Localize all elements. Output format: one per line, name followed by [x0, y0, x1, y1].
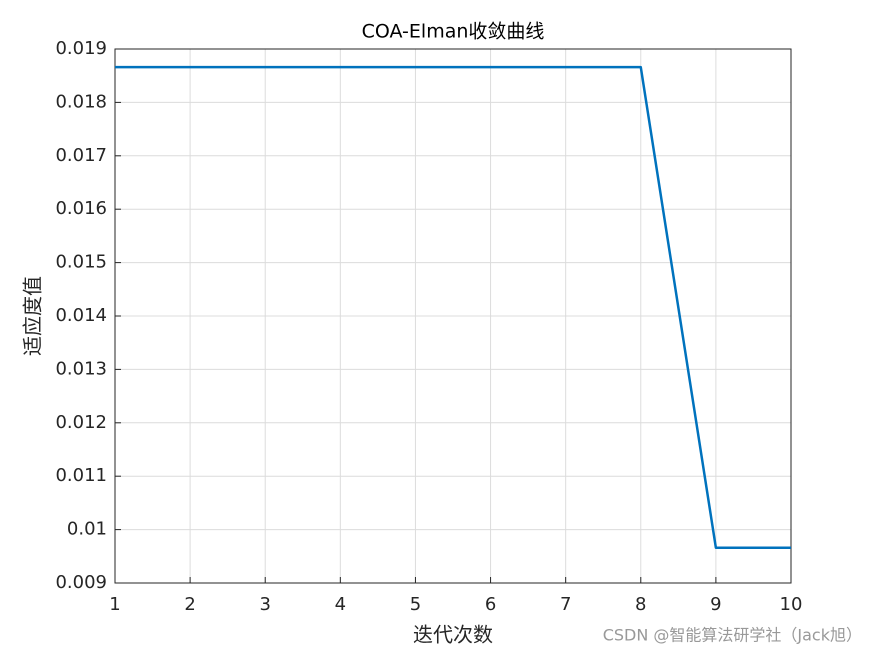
line-series: [115, 65, 791, 550]
y-tick-label: 0.012: [55, 412, 107, 433]
y-tick-label: 0.013: [55, 358, 107, 379]
y-tick-label: 0.015: [55, 252, 107, 273]
x-tick-label: 2: [184, 594, 195, 615]
y-tick-label: 0.014: [55, 305, 107, 326]
x-tick-label: 6: [485, 594, 496, 615]
watermark: CSDN @智能算法研学社（Jack旭）: [603, 626, 862, 645]
x-tick-label: 10: [780, 594, 803, 615]
x-axis-label: 迭代次数: [413, 623, 493, 647]
y-tick-label: 0.019: [55, 38, 107, 59]
y-tick-label: 0.018: [55, 91, 107, 112]
chart-title: COA-Elman收敛曲线: [362, 21, 545, 43]
y-tick-label: 0.017: [55, 145, 107, 166]
y-tick-label: 0.016: [55, 198, 107, 219]
x-tick-label: 7: [560, 594, 571, 615]
y-tick-label: 0.01: [67, 519, 107, 540]
x-tick-label: 1: [109, 594, 120, 615]
x-tick-label: 5: [410, 594, 421, 615]
y-tick-label: 0.011: [55, 465, 107, 486]
y-axis-label: 适应度值: [21, 276, 45, 356]
x-tick-label: 9: [710, 594, 721, 615]
x-tick-label: 8: [635, 594, 646, 615]
x-tick-label: 3: [259, 594, 270, 615]
y-tick-label: 0.009: [55, 572, 107, 593]
x-tick-label: 4: [335, 594, 346, 615]
